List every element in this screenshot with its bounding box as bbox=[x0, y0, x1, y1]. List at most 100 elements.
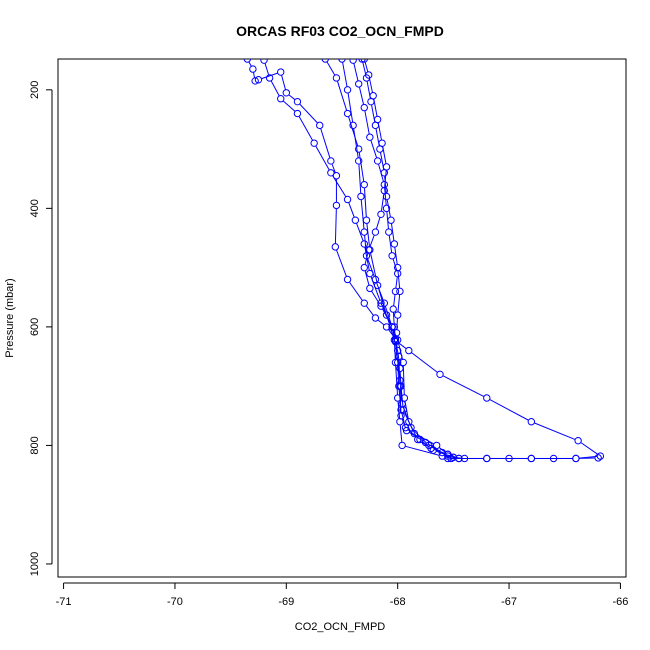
chart-title: ORCAS RF03 CO2_OCN_FMPD bbox=[236, 23, 444, 39]
series-segment bbox=[270, 80, 280, 96]
series-segment bbox=[298, 116, 313, 141]
series-segment bbox=[320, 128, 331, 158]
series-segment bbox=[422, 441, 431, 449]
series-layer bbox=[243, 59, 605, 463]
data-point bbox=[343, 86, 352, 94]
data-point bbox=[527, 454, 536, 463]
data-point bbox=[398, 441, 406, 450]
series-group bbox=[243, 59, 605, 463]
data-point bbox=[371, 228, 380, 236]
series-segment bbox=[489, 399, 529, 421]
series-segment bbox=[261, 72, 278, 80]
data-point bbox=[243, 59, 252, 63]
x-tick-label: -66 bbox=[612, 596, 628, 608]
data-point bbox=[405, 346, 413, 355]
series-segment bbox=[364, 253, 369, 265]
series-segment bbox=[397, 401, 401, 419]
series-segment bbox=[353, 63, 359, 81]
data-point bbox=[355, 157, 363, 165]
data-point bbox=[391, 338, 400, 346]
series-segment bbox=[331, 163, 336, 173]
x-tick-label: -67 bbox=[501, 596, 517, 608]
x-tick-label: -71 bbox=[56, 596, 72, 608]
data-point bbox=[377, 299, 385, 307]
series-segment bbox=[348, 116, 359, 146]
data-point bbox=[360, 103, 368, 112]
series-segment bbox=[402, 406, 411, 425]
data-point bbox=[265, 74, 274, 82]
data-point bbox=[332, 201, 341, 210]
data-point bbox=[343, 275, 352, 284]
data-point bbox=[378, 139, 386, 147]
data-point bbox=[355, 80, 363, 88]
data-point bbox=[444, 452, 452, 460]
data-point bbox=[396, 376, 404, 384]
series-segment bbox=[398, 389, 402, 407]
series-segment bbox=[336, 249, 347, 277]
series-segment bbox=[439, 447, 446, 453]
series-segment bbox=[442, 375, 484, 397]
data-point bbox=[369, 92, 377, 100]
series-segment bbox=[248, 61, 252, 67]
data-point bbox=[377, 210, 385, 218]
series-segment bbox=[347, 93, 354, 123]
series-segment bbox=[411, 352, 438, 373]
series-segment bbox=[394, 247, 398, 265]
series-segment bbox=[413, 429, 427, 444]
series-segment bbox=[386, 199, 391, 217]
series-segment bbox=[342, 62, 348, 87]
series-segment bbox=[395, 345, 401, 377]
series-segment bbox=[282, 100, 296, 112]
data-point bbox=[349, 121, 357, 130]
data-point bbox=[357, 192, 365, 201]
y-tick-label: 400 bbox=[29, 199, 41, 217]
y-axis-label: Pressure (mbar) bbox=[4, 278, 16, 357]
data-point bbox=[254, 76, 263, 84]
series-segment bbox=[370, 140, 378, 158]
data-point bbox=[365, 71, 373, 79]
data-point bbox=[327, 169, 335, 177]
data-point bbox=[316, 121, 324, 130]
series-segment bbox=[364, 62, 369, 72]
data-point bbox=[572, 454, 580, 463]
data-point bbox=[360, 228, 368, 236]
series-segment bbox=[387, 318, 394, 337]
series-segment bbox=[397, 270, 401, 288]
series-segment bbox=[353, 128, 359, 158]
series-segment bbox=[393, 294, 396, 306]
data-point bbox=[366, 133, 374, 141]
series-segment bbox=[384, 306, 392, 324]
series-segment bbox=[349, 281, 363, 301]
series-segment bbox=[364, 270, 370, 286]
data-point bbox=[373, 115, 382, 124]
series-segment bbox=[388, 235, 393, 253]
data-point bbox=[360, 59, 368, 63]
data-point bbox=[389, 305, 397, 313]
data-point bbox=[399, 358, 407, 367]
series-segment bbox=[367, 258, 375, 277]
data-point bbox=[249, 65, 257, 73]
data-point bbox=[382, 311, 391, 319]
series-segment bbox=[580, 442, 598, 455]
series-7 bbox=[360, 59, 463, 463]
series-segment bbox=[358, 152, 365, 182]
y-tick-label: 200 bbox=[29, 81, 41, 99]
data-point bbox=[393, 263, 402, 272]
series-segment bbox=[281, 75, 286, 90]
x-tick-label: -68 bbox=[390, 596, 406, 608]
data-point bbox=[293, 109, 302, 118]
series-segment bbox=[382, 308, 391, 325]
series-segment bbox=[358, 87, 364, 105]
data-point bbox=[436, 370, 444, 379]
series-segment bbox=[365, 305, 374, 316]
series-segment bbox=[348, 202, 355, 218]
data-point bbox=[393, 311, 402, 319]
data-point bbox=[260, 59, 268, 64]
data-point bbox=[407, 423, 415, 432]
series-segment bbox=[409, 424, 417, 437]
series-segment bbox=[370, 253, 378, 283]
series-segment bbox=[380, 193, 385, 211]
data-point bbox=[310, 139, 318, 147]
data-point bbox=[282, 89, 291, 97]
